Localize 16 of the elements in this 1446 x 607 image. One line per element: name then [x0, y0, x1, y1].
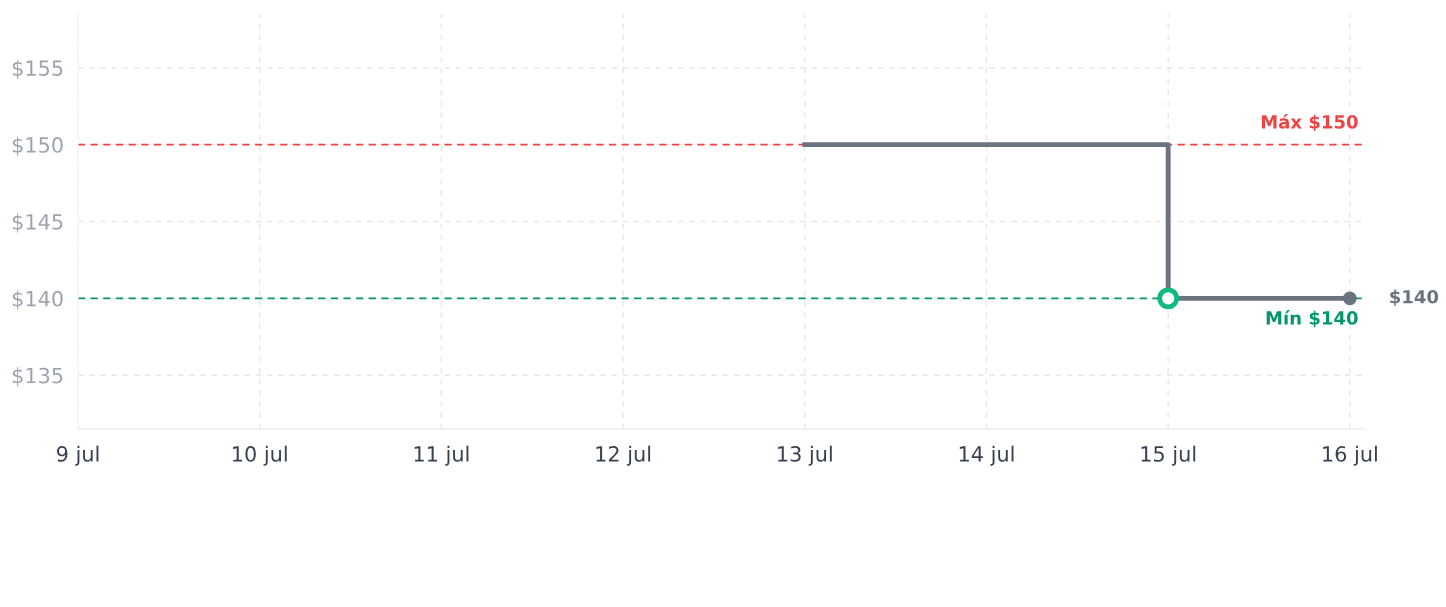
- x-tick-label: 10 jul: [233, 445, 287, 466]
- y-tick-label: $150: [12, 136, 63, 156]
- y-tick-label: $135: [12, 367, 63, 387]
- x-tick-label: 14 jul: [959, 445, 1014, 466]
- y-tick-label: $140: [12, 290, 63, 310]
- x-tick-label: 13 jul: [778, 445, 832, 466]
- ref-line-label: Mín $140: [1266, 310, 1358, 328]
- x-tick-label: 12 jul: [596, 445, 651, 466]
- y-tick-label: $145: [12, 213, 63, 233]
- y-tick-label: $155: [12, 59, 63, 79]
- annotation: $140: [1390, 289, 1439, 306]
- ref-line-label: Máx $150: [1261, 114, 1358, 132]
- x-tick-label: 16 jul: [1323, 445, 1377, 466]
- x-tick-label: 15 jul: [1141, 445, 1196, 466]
- x-tick-label: 9 jul: [56, 445, 99, 466]
- x-tick-label: 11 jul: [414, 445, 469, 466]
